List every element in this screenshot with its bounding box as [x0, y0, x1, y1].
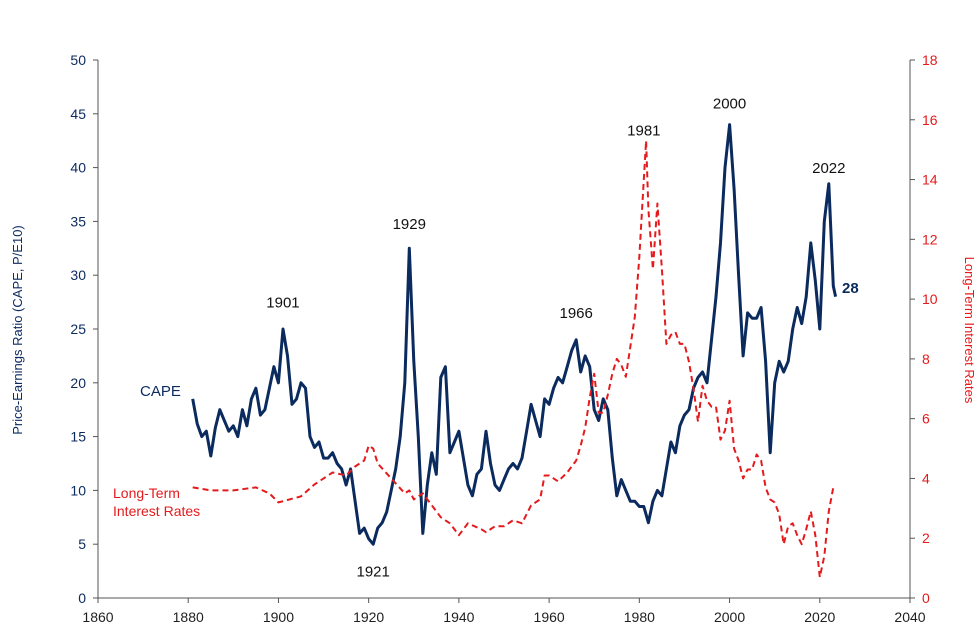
y2-tick-label: 6 [922, 411, 930, 427]
x-tick-label: 1920 [353, 609, 384, 625]
x-tick-label: 2040 [894, 609, 925, 625]
y-tick-label: 15 [70, 429, 86, 445]
y-tick-label: 0 [78, 590, 86, 606]
rate-series-label-line2: Interest Rates [113, 503, 200, 519]
peak-annotation-1966: 1966 [559, 305, 592, 322]
x-tick-label: 1960 [534, 609, 565, 625]
cape-series-label: CAPE [140, 383, 181, 400]
y-tick-label: 35 [70, 213, 86, 229]
peak-annotation-2022: 2022 [812, 160, 845, 177]
y2-tick-label: 2 [922, 530, 930, 546]
peak-annotation-1921: 1921 [356, 563, 389, 580]
y2-tick-label: 8 [922, 351, 930, 367]
axes: 1860 1880 1900 1920 1940 1960 1980 2000 2020 2040… [70, 52, 937, 625]
peak-annotation-2000: 2000 [713, 95, 746, 112]
y-tick-label: 40 [70, 160, 86, 176]
x-tick-label: 1860 [82, 609, 113, 625]
y2-tick-label: 10 [922, 291, 938, 307]
y2-axis-label: Long-Term Interest Rates [962, 257, 977, 404]
y2-tick-label: 18 [922, 52, 938, 68]
annotation-layer: 1901 1921 1929 1966 1981 2000 2022 [266, 95, 845, 580]
y-tick-label: 5 [78, 536, 86, 552]
y-tick-label: 20 [70, 375, 86, 391]
peak-annotation-1929: 1929 [393, 216, 426, 233]
y-tick-label: 30 [70, 267, 86, 283]
rate-series-label-line1: Long-Term [113, 485, 180, 501]
series-layer [191, 123, 838, 579]
y2-tick-label: 16 [922, 112, 938, 128]
y2-tick-label: 4 [922, 470, 930, 486]
cape-series-line [191, 123, 838, 546]
x-tick-label: 1980 [624, 609, 655, 625]
y2-tick-label: 0 [922, 590, 930, 606]
y2-tick-label: 14 [922, 172, 938, 188]
y-tick-label: 50 [70, 52, 86, 68]
peak-annotation-1901: 1901 [266, 294, 299, 311]
x-tick-label: 1900 [263, 609, 294, 625]
x-tick-label: 2000 [714, 609, 745, 625]
y-tick-label: 45 [70, 106, 86, 122]
x-tick-label: 1880 [173, 609, 204, 625]
interest-rate-series-line [192, 139, 835, 579]
x-tick-label: 1940 [443, 609, 474, 625]
y-tick-label: 10 [70, 482, 86, 498]
peak-annotation-1981: 1981 [627, 122, 660, 139]
y2-tick-label: 12 [922, 231, 938, 247]
x-tick-label: 2020 [804, 609, 835, 625]
y-tick-label: 25 [70, 321, 86, 337]
y-axis-label: Price-Earnings Ratio (CAPE, P/E10) [10, 225, 25, 435]
last-value-label: 28 [842, 280, 859, 297]
